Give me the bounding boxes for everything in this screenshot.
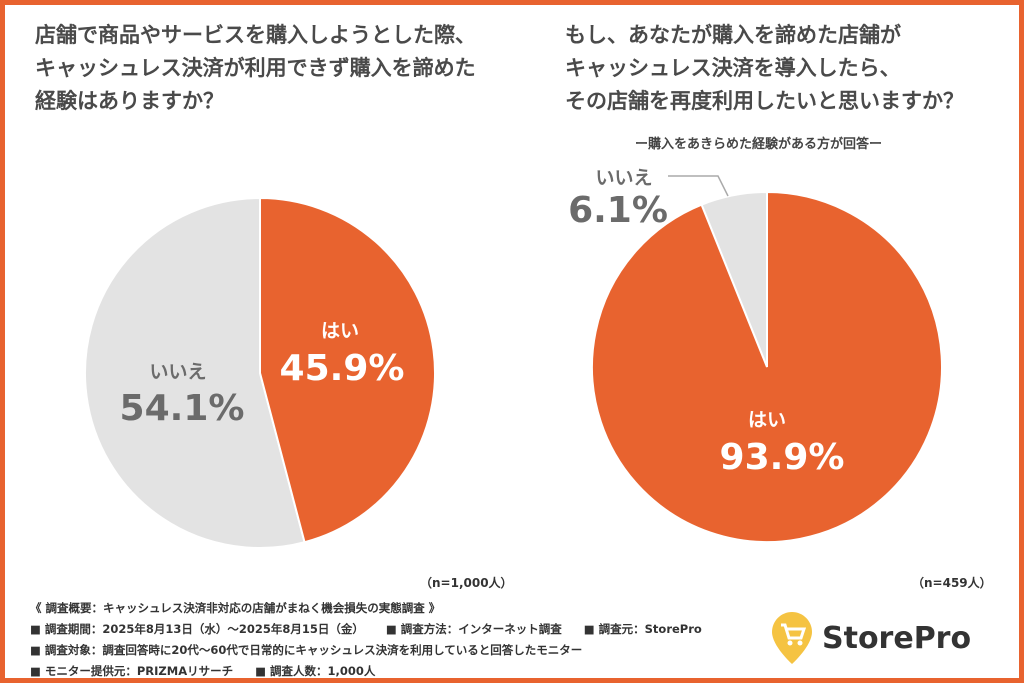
- chart2-yes-value: 93.9%: [719, 437, 845, 478]
- chart1-sample-size: （n=1,000人）: [420, 576, 513, 590]
- chart2-yes-label: はい: [747, 409, 787, 431]
- chart2-leader-line: [668, 175, 729, 197]
- survey-count: ■ 調査人数：1,000人: [255, 664, 376, 678]
- chart1-yes-value: 45.9%: [279, 348, 405, 389]
- chart1-slice-no: [84, 196, 306, 549]
- chart1-no-value: 54.1%: [119, 388, 245, 429]
- survey-target: ■ 調査対象：調査回答時に20代～60代で日常的にキャッシュレス決済を利用してい…: [30, 643, 583, 657]
- chart1-title: 店舗で商品やサービスを購入しようとした際、 キャッシュレス決済が利用できず購入を…: [35, 23, 476, 113]
- chart2-no-label: いいえ: [595, 167, 653, 189]
- chart2-slice-yes: [591, 190, 943, 543]
- chart2-no-value: 6.1%: [568, 190, 668, 231]
- survey-period: ■ 調査期間：2025年8月13日（水）～2025年8月15日（金）: [30, 622, 364, 636]
- survey-source: ■ 調査元：StorePro: [583, 622, 702, 636]
- cart-pin-icon: [772, 612, 812, 664]
- survey-method: ■ 調査方法：インターネット調査: [385, 622, 562, 636]
- survey-footer: 《 調査概要：キャッシュレス決済非対応の店舗がまねく機会損失の実態調査 》 ■ …: [30, 598, 724, 682]
- chart1-no-label: いいえ: [149, 361, 207, 383]
- chart1-slice-yes: [259, 196, 436, 544]
- chart2-title: もし、あなたが購入を諦めた店舗が キャッシュレス決済を導入したら、 その店舗を再…: [565, 23, 964, 113]
- survey-provider: ■ モニター提供元：PRIZMAリサーチ: [30, 664, 234, 678]
- chart2-subtitle: ー購入をあきらめた経験がある方が回答ー: [635, 137, 883, 152]
- logo-text: StorePro: [822, 620, 972, 656]
- storepro-logo: StorePro: [770, 610, 971, 666]
- chart1-yes-label: はい: [320, 320, 360, 342]
- survey-overview: 《 調査概要：キャッシュレス決済非対応の店舗がまねく機会損失の実態調査 》: [30, 601, 441, 615]
- chart2-sample-size: （n=459人）: [912, 576, 992, 590]
